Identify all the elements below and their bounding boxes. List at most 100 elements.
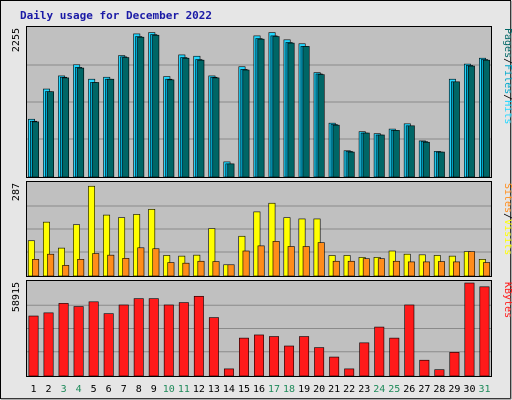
bar-pages-day-23: [362, 132, 370, 178]
bar-kbytes-day-5: [88, 301, 99, 377]
x-tick-label-day-15: 15: [238, 384, 250, 395]
bar-kbytes-day-29: [449, 352, 460, 377]
bar-visits-day-6: [103, 214, 111, 277]
bar-pages-day-4: [77, 67, 85, 178]
panel-3-legend: KBytes: [502, 282, 512, 318]
bar-pages-day-29: [452, 81, 460, 178]
bar-kbytes-day-24: [374, 326, 385, 377]
bar-sites-day-15: [242, 250, 250, 277]
bar-kbytes-day-27: [419, 359, 430, 377]
bar-kbytes-day-12: [193, 295, 204, 377]
bar-pages-day-1: [32, 121, 39, 178]
bar-visits-day-16: [253, 211, 261, 277]
x-tick-label-day-23: 23: [358, 384, 370, 395]
bar-visits-day-8: [133, 214, 141, 277]
x-tick-label-day-2: 2: [46, 384, 52, 395]
bar-sites-day-14: [227, 264, 235, 277]
bar-kbytes-day-16: [254, 334, 264, 377]
bar-pages-day-24: [377, 134, 385, 178]
bar-kbytes-day-11: [178, 302, 189, 377]
x-tick-label-day-17: 17: [268, 384, 280, 395]
bar-sites-day-6: [107, 254, 115, 277]
x-tick-label-day-13: 13: [208, 384, 220, 395]
x-tick-label-day-19: 19: [298, 384, 310, 395]
bar-kbytes-day-31: [479, 286, 490, 377]
panel-2-frame: [26, 181, 492, 277]
bar-visits-day-17: [268, 202, 276, 277]
bar-sites-day-29: [453, 261, 460, 277]
panel-1: 2255 Pages/Files/Hits: [11, 26, 512, 178]
x-tick-label-day-31: 31: [478, 384, 490, 395]
panel-1-legend: Pages/Files/Hits: [502, 28, 512, 124]
bar-pages-day-20: [317, 74, 325, 178]
panel-2: 287 Sites/Visits: [11, 181, 512, 277]
bar-kbytes-day-18: [284, 345, 295, 377]
bar-pages-day-18: [287, 42, 295, 178]
bar-sites-day-12: [197, 260, 205, 277]
bar-kbytes-day-25: [389, 337, 400, 377]
bar-sites-day-17: [272, 241, 280, 277]
legend-entry-pages: Pages: [502, 28, 512, 58]
bar-kbytes-day-30: [464, 282, 475, 377]
bar-sites-day-27: [422, 261, 430, 277]
bar-kbytes-day-3: [58, 303, 69, 377]
bar-pages-day-31: [483, 59, 490, 178]
chart-title: Daily usage for December 2022: [20, 9, 212, 22]
bar-sites-day-4: [77, 259, 85, 277]
panel-3-ymax-label: 58915: [11, 282, 22, 312]
bar-kbytes-day-8: [133, 298, 144, 377]
bar-kbytes-day-7: [118, 304, 129, 377]
x-tick-label-day-16: 16: [253, 384, 265, 395]
x-tick-label-day-6: 6: [106, 384, 112, 395]
bar-sites-day-24: [377, 258, 385, 277]
x-tick-label-day-28: 28: [433, 384, 445, 395]
bar-sites-day-26: [407, 261, 415, 277]
x-tick-label-day-25: 25: [388, 384, 400, 395]
bar-visits-day-7: [118, 217, 126, 277]
x-tick-label-day-1: 1: [31, 384, 37, 395]
bar-visits-day-3: [58, 247, 65, 277]
bar-pages-day-17: [272, 36, 280, 178]
x-tick-label-day-18: 18: [283, 384, 295, 395]
bar-sites-day-8: [137, 247, 145, 277]
legend-entry-visits: Visits: [502, 219, 512, 255]
bar-sites-day-25: [392, 260, 400, 277]
bar-sites-day-28: [438, 261, 445, 277]
bar-kbytes-day-20: [314, 347, 325, 377]
bar-pages-day-12: [197, 59, 205, 178]
bar-kbytes-day-13: [208, 317, 219, 377]
bar-visits-day-1: [27, 240, 35, 277]
bar-kbytes-day-26: [404, 304, 415, 377]
bar-pages-day-11: [182, 57, 190, 178]
bar-kbytes-day-17: [269, 336, 279, 377]
bar-sites-day-19: [302, 246, 310, 277]
bar-pages-day-7: [122, 57, 130, 178]
bar-sites-day-3: [62, 265, 70, 277]
bar-pages-day-30: [467, 65, 475, 178]
bar-pages-day-10: [167, 79, 175, 178]
x-tick-label-day-5: 5: [91, 384, 97, 395]
x-tick-label-day-24: 24: [373, 384, 385, 395]
legend-entry-hits: Hits: [502, 100, 512, 124]
bar-kbytes-day-6: [103, 313, 114, 377]
x-tick-label-day-21: 21: [328, 384, 340, 395]
bar-pages-day-13: [212, 77, 220, 178]
bar-kbytes-day-23: [359, 342, 370, 377]
x-tick-label-day-14: 14: [223, 384, 235, 395]
bar-pages-day-28: [437, 151, 445, 178]
x-tick-label-day-7: 7: [121, 384, 127, 395]
bar-pages-day-9: [152, 34, 160, 178]
bar-kbytes-day-4: [73, 306, 84, 377]
bar-kbytes-day-9: [148, 298, 159, 377]
x-tick-label-day-12: 12: [193, 384, 205, 395]
legend-entry-files: Files: [502, 64, 512, 94]
bar-sites-day-20: [317, 242, 325, 277]
bar-kbytes-day-10: [163, 304, 174, 377]
panel-2-legend: Sites/Visits: [502, 183, 512, 255]
x-tick-label-day-22: 22: [343, 384, 355, 395]
legend-entry-sep: /: [502, 58, 512, 64]
bar-pages-day-26: [407, 125, 415, 178]
